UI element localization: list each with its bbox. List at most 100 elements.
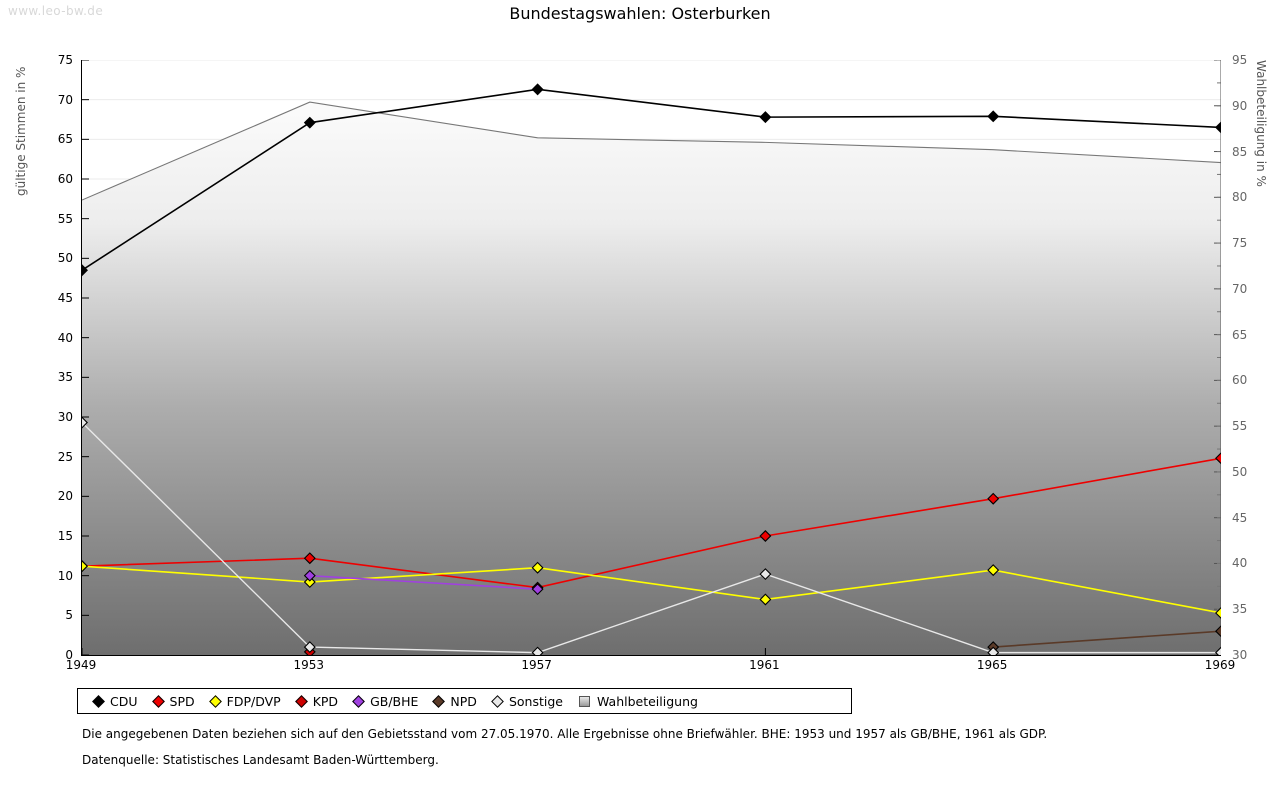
datapoint-sonstige-1957 [531, 646, 544, 655]
legend-label: CDU [110, 693, 138, 709]
datapoint-spd-1961 [759, 530, 772, 542]
right-tick-label: 50 [1232, 464, 1248, 479]
legend-item-npd[interactable]: NPD [418, 694, 477, 709]
datapoint-spd-1953 [303, 552, 316, 565]
chart-canvas [82, 60, 1221, 655]
series-line-spd [82, 457, 1221, 589]
right-tick-label: 30 [1232, 648, 1248, 662]
series-line-cdu [82, 88, 1221, 271]
x-tick-label: 1961 [749, 658, 780, 672]
datapoint-cdu-1957 [531, 83, 544, 96]
series-line-fdp-dvp [82, 565, 1221, 614]
legend-diamond-icon [432, 694, 446, 708]
right-tick-label: 45 [1232, 510, 1248, 525]
right-tick-label: 75 [1232, 236, 1248, 251]
footnote-gebietsstand: Die angegebenen Daten beziehen sich auf … [82, 727, 1048, 741]
right-tick-label: 85 [1232, 144, 1248, 159]
legend-label: Wahlbeteiligung [596, 693, 698, 709]
right-axis-title: Wahlbeteiligung in % [1254, 60, 1268, 187]
datapoint-fdp-dvp-1969 [1215, 606, 1221, 619]
left-tick-label: 45 [57, 291, 73, 305]
left-tick-label: 30 [57, 410, 73, 424]
datapoint-fdp-dvp-1957 [531, 561, 544, 574]
left-tick-label: 40 [57, 330, 73, 345]
datapoint-sonstige-1969 [1215, 646, 1221, 655]
left-tick-label: 25 [57, 449, 73, 464]
plot-area [81, 60, 1221, 656]
x-tick-label: 1965 [976, 658, 1008, 672]
left-tick-label: 55 [57, 211, 73, 226]
series-line-npd [993, 630, 1221, 648]
left-tick-label: 50 [57, 251, 73, 266]
datapoint-cdu-1961 [759, 111, 772, 124]
right-tick-label: 40 [1232, 556, 1248, 571]
left-tick-label: 20 [57, 489, 73, 504]
datapoint-spd-1969 [1215, 452, 1221, 465]
legend-item-cdu[interactable]: CDU [78, 694, 138, 709]
right-tick-label: 35 [1232, 602, 1248, 617]
right-tick-label: 55 [1232, 419, 1248, 434]
legend-diamond-icon [92, 694, 105, 708]
legend-square-icon [578, 695, 590, 707]
right-tick-label: 95 [1232, 53, 1248, 67]
right-tick-label: 90 [1232, 98, 1248, 113]
x-tick-label: 1969 [1204, 658, 1236, 672]
legend-item-kpd[interactable]: KPD [281, 694, 338, 709]
datapoint-sonstige-1953 [303, 641, 316, 654]
legend-label: KPD [312, 693, 339, 709]
datapoint-spd-1965 [987, 492, 1000, 505]
left-tick-label: 15 [57, 529, 73, 543]
left-tick-label: 70 [57, 92, 73, 107]
legend-label: FDP/DVP [226, 693, 281, 709]
datapoint-cdu-1965 [987, 110, 1000, 123]
legend-item-gb-bhe[interactable]: GB/BHE [338, 694, 418, 709]
watermark: www.leo-bw.de [8, 4, 104, 18]
left-axis-title: gültige Stimmen in % [14, 66, 28, 196]
legend-label: Sonstige [508, 693, 563, 709]
right-tick-label: 70 [1232, 281, 1248, 296]
left-tick-label: 0 [65, 648, 73, 662]
legend-diamond-icon [151, 694, 165, 708]
right-tick-label: 60 [1232, 373, 1248, 388]
right-tick-label: 65 [1232, 327, 1248, 342]
datapoint-cdu-1953 [303, 116, 316, 129]
legend-item-fdp-dvp[interactable]: FDP/DVP [195, 694, 281, 709]
datapoint-npd-1969 [1215, 625, 1221, 638]
legend-item-wahlbeteiligung[interactable]: Wahlbeteiligung [563, 694, 698, 709]
page-title: Bundestagswahlen: Osterburken [509, 4, 771, 23]
x-tick-label: 1949 [65, 658, 97, 672]
legend-diamond-icon [294, 694, 308, 708]
series-area-wahlbeteiligung [82, 102, 1221, 655]
legend-label: SPD [169, 693, 195, 709]
left-tick-label: 5 [65, 608, 73, 623]
legend-diamond-icon [491, 694, 504, 708]
datapoint-fdp-dvp-1953 [303, 576, 316, 588]
right-tick-label: 80 [1232, 190, 1248, 205]
left-tick-label: 60 [57, 172, 73, 186]
datapoint-sonstige-1961 [759, 568, 772, 581]
datapoint-cdu-1949 [82, 264, 88, 277]
datapoint-gb-bhe-1953 [303, 569, 316, 582]
series-line-gb-bhe [309, 574, 538, 590]
left-tick-label: 75 [57, 53, 73, 67]
datapoint-sonstige-1949 [82, 416, 88, 429]
datapoint-fdp-dvp-1965 [987, 564, 1000, 577]
footnote-datenquelle: Datenquelle: Statistisches Landesamt Bad… [82, 753, 439, 767]
legend-label: GB/BHE [370, 693, 419, 709]
legend-diamond-icon [352, 694, 365, 708]
series-line-sonstige [82, 422, 1221, 654]
legend-item-spd[interactable]: SPD [138, 694, 195, 709]
datapoint-fdp-dvp-1961 [759, 593, 772, 606]
datapoint-sonstige-1965 [987, 646, 1000, 655]
chart-legend: CDU SPD FDP/DVP KPD GB/BHE NPD Sonstige Wahlbet… [77, 688, 852, 714]
left-tick-label: 10 [57, 568, 73, 583]
legend-diamond-icon [208, 694, 222, 708]
legend-label: NPD [450, 693, 477, 709]
legend-item-sonstige[interactable]: Sonstige [477, 694, 563, 709]
datapoint-gb-bhe-1957 [531, 583, 544, 596]
left-tick-label: 65 [57, 132, 73, 147]
left-tick-label: 35 [57, 370, 73, 385]
datapoint-fdp-dvp-1949 [82, 560, 88, 573]
x-tick-label: 1957 [521, 658, 552, 672]
